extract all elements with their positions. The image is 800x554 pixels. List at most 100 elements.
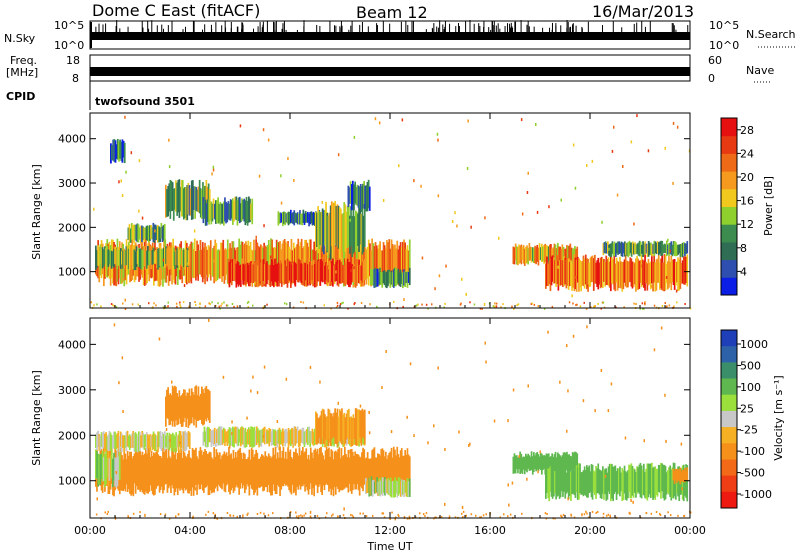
data-cell — [663, 243, 666, 253]
data-speck — [118, 180, 120, 184]
data-cell — [155, 226, 158, 240]
ground-scatter — [217, 302, 219, 305]
data-speck — [664, 146, 666, 150]
data-cell — [226, 203, 229, 223]
data-speck — [256, 391, 259, 395]
data-cell — [348, 246, 351, 278]
noise-spike — [641, 21, 643, 32]
data-cell — [277, 262, 280, 282]
data-cell — [513, 453, 516, 474]
ground-scatter — [247, 300, 250, 303]
data-cell — [316, 212, 318, 248]
data-speck — [262, 434, 265, 438]
data-cell — [340, 448, 343, 491]
data-cell — [603, 259, 605, 282]
data-cell — [196, 395, 199, 421]
data-cell — [369, 243, 371, 277]
data-cell — [352, 414, 355, 445]
data-cell — [204, 387, 207, 420]
data-cell — [145, 432, 148, 451]
noise-spike — [275, 21, 277, 32]
data-cell — [373, 269, 376, 288]
x-tick-label: 16:00 — [474, 524, 506, 537]
data-cell — [241, 459, 244, 489]
data-cell — [115, 250, 118, 266]
data-cell — [156, 449, 159, 487]
data-cell — [372, 479, 375, 493]
ground-scatter — [216, 517, 219, 520]
data-cell — [633, 243, 635, 255]
data-speck — [433, 424, 435, 428]
data-cell — [381, 250, 384, 275]
noise-spike — [514, 21, 516, 32]
data-cell — [122, 435, 124, 448]
data-cell — [173, 247, 175, 266]
ground-scatter — [179, 305, 182, 308]
ground-scatter — [337, 515, 339, 518]
data-cell — [398, 477, 401, 494]
ground-scatter — [570, 514, 573, 517]
data-cell — [354, 451, 356, 490]
data-cell — [102, 249, 105, 267]
data-speck — [179, 441, 181, 445]
data-cell — [285, 428, 288, 444]
data-cell — [319, 415, 322, 445]
data-cell — [344, 446, 346, 489]
data-speck — [349, 450, 351, 454]
data-speck — [600, 369, 603, 372]
data-cell — [169, 180, 172, 219]
data-cell — [255, 260, 258, 284]
data-cell — [325, 447, 328, 484]
ground-scatter — [247, 306, 249, 309]
data-cell — [594, 254, 596, 284]
noise-spike — [687, 25, 689, 32]
data-cell — [203, 426, 206, 443]
ground-scatter — [601, 301, 604, 304]
power-colorbar-swatch — [721, 277, 737, 296]
power-colorbar-swatch — [721, 188, 737, 207]
data-cell — [167, 387, 169, 419]
data-cell — [144, 227, 147, 239]
data-cell — [363, 259, 366, 281]
data-cell — [287, 259, 290, 284]
data-cell — [107, 249, 110, 267]
data-cell — [383, 270, 386, 286]
data-cell — [396, 446, 399, 484]
noise-spike — [570, 26, 572, 32]
noise-spike — [221, 25, 223, 32]
data-cell — [328, 409, 331, 439]
data-speck — [309, 365, 312, 369]
data-cell — [637, 258, 639, 290]
data-cell — [602, 243, 605, 256]
ground-scatter — [100, 305, 102, 308]
data-cell — [381, 272, 384, 288]
data-cell — [686, 465, 689, 502]
data-speck — [566, 429, 568, 433]
data-cell — [123, 142, 126, 164]
data-cell — [233, 427, 235, 448]
data-cell — [661, 240, 664, 256]
data-cell — [353, 456, 355, 485]
data-speck — [465, 292, 467, 296]
data-cell — [243, 198, 246, 222]
data-speck — [239, 124, 242, 128]
data-cell — [587, 259, 589, 292]
data-cell — [240, 203, 242, 222]
data-cell — [564, 466, 567, 499]
data-cell — [655, 468, 658, 495]
nsky-tick-top: 10^5 — [54, 19, 84, 32]
data-cell — [400, 272, 403, 284]
data-cell — [108, 430, 111, 451]
velocity-colorbar-tick-label: -100 — [740, 445, 765, 458]
data-cell — [367, 458, 370, 492]
data-cell — [663, 254, 666, 292]
ground-scatter — [594, 305, 596, 307]
data-cell — [315, 263, 317, 288]
data-cell — [175, 432, 177, 453]
ground-scatter — [562, 513, 565, 516]
data-speck — [285, 377, 288, 381]
data-cell — [145, 448, 147, 492]
data-cell — [208, 246, 211, 275]
data-cell — [665, 263, 668, 284]
data-cell — [391, 244, 394, 285]
